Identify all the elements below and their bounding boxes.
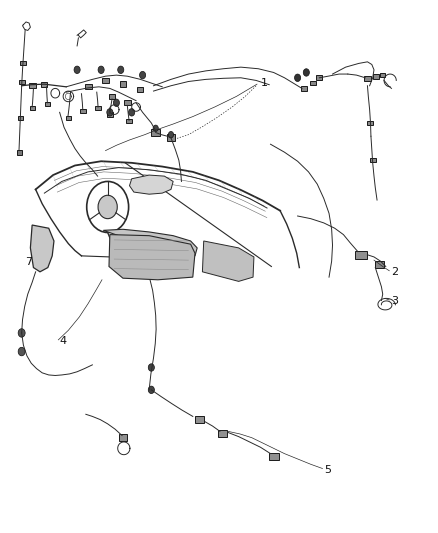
Bar	[375, 262, 384, 268]
Bar	[41, 82, 47, 87]
Bar	[124, 100, 131, 106]
Circle shape	[303, 69, 309, 76]
Bar	[30, 106, 35, 110]
Bar	[120, 82, 126, 87]
Polygon shape	[103, 229, 197, 259]
Bar	[66, 116, 71, 120]
Bar	[109, 94, 115, 99]
Bar	[102, 78, 109, 83]
Bar	[380, 73, 385, 77]
Text: 3: 3	[392, 296, 399, 306]
Bar	[45, 102, 50, 106]
Polygon shape	[130, 175, 173, 194]
Circle shape	[98, 195, 117, 219]
Circle shape	[38, 257, 42, 263]
Circle shape	[148, 364, 154, 371]
Circle shape	[74, 66, 80, 74]
Bar	[107, 112, 113, 117]
Circle shape	[294, 74, 300, 82]
Bar	[269, 453, 279, 460]
Bar	[95, 106, 101, 110]
Bar	[138, 87, 144, 92]
Bar	[18, 116, 23, 120]
Bar	[301, 86, 307, 91]
Circle shape	[129, 109, 135, 116]
Circle shape	[38, 233, 42, 238]
Circle shape	[38, 245, 42, 251]
Bar	[151, 129, 160, 136]
Polygon shape	[109, 235, 195, 280]
Circle shape	[107, 109, 113, 116]
Bar	[364, 76, 371, 81]
Text: 2: 2	[392, 267, 399, 277]
Polygon shape	[30, 225, 54, 272]
Bar	[166, 134, 175, 141]
Bar	[80, 109, 85, 113]
Bar	[194, 416, 204, 423]
Text: 5: 5	[324, 465, 331, 474]
Bar	[367, 121, 373, 125]
Circle shape	[18, 329, 25, 337]
Bar	[373, 74, 379, 78]
Circle shape	[118, 66, 124, 74]
Circle shape	[18, 348, 25, 356]
Bar	[19, 80, 25, 84]
Circle shape	[148, 386, 154, 393]
Circle shape	[140, 71, 146, 79]
Bar	[85, 84, 92, 90]
Bar	[316, 75, 322, 80]
Text: 4: 4	[60, 336, 67, 346]
Text: 1: 1	[261, 78, 268, 88]
Bar	[355, 251, 367, 259]
Polygon shape	[202, 241, 254, 281]
Bar	[20, 61, 26, 65]
Circle shape	[168, 132, 173, 138]
Bar	[310, 80, 316, 85]
Bar	[218, 430, 227, 437]
Bar	[28, 83, 35, 88]
Bar	[119, 434, 127, 441]
Bar	[370, 158, 376, 163]
Bar	[126, 119, 132, 124]
Circle shape	[153, 125, 158, 132]
Bar	[17, 150, 22, 155]
Circle shape	[113, 99, 120, 107]
Circle shape	[98, 66, 104, 74]
Text: 7: 7	[25, 257, 32, 267]
